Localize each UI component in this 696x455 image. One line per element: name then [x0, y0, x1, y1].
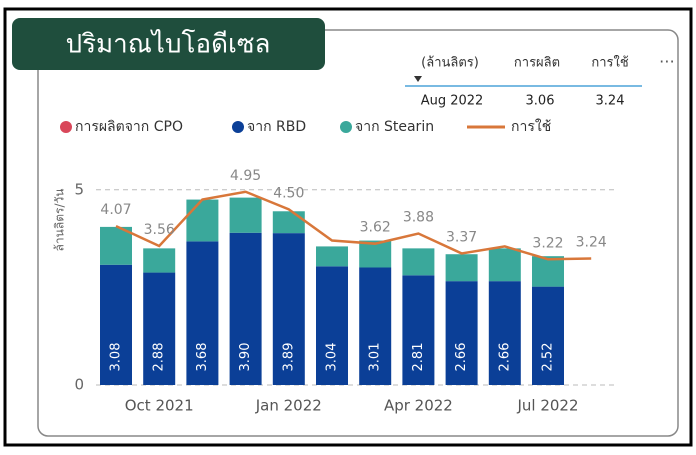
bar-segment	[402, 275, 435, 385]
bar-segment	[359, 240, 392, 268]
y-tick-label: 0	[74, 376, 84, 394]
legend-marker	[232, 121, 244, 133]
bar-segment	[229, 232, 262, 385]
card	[37, 29, 679, 437]
bar-value-label: 2.66	[497, 343, 512, 372]
bar-segment	[532, 286, 564, 385]
bar-value-label: 3.89	[281, 343, 296, 372]
legend-label: การผลิตจาก CPO	[75, 119, 183, 135]
title: ปริมาณไบโอดีเซล	[66, 29, 271, 60]
bar-segment	[100, 226, 132, 265]
bar-value-label: 3.90	[238, 343, 253, 372]
line-value-label: 3.56	[144, 222, 175, 238]
bar-segment	[488, 281, 521, 385]
more-menu[interactable]: ⋯	[659, 52, 675, 71]
y-tick-label: 5	[74, 180, 84, 198]
bar-value-label: 2.52	[541, 343, 556, 372]
y-axis-title: ล้านลิตร/วัน	[53, 189, 67, 252]
bar-segment	[186, 199, 219, 242]
bar-segment	[532, 256, 564, 287]
legend-label: การใช้	[511, 118, 551, 135]
usage-line	[115, 190, 592, 261]
table-cell: Aug 2022	[421, 94, 484, 109]
bar-segment	[186, 241, 219, 385]
bar-segment	[100, 264, 132, 385]
bar-segment	[143, 272, 176, 385]
bar-segment	[488, 248, 521, 282]
bar-segment	[272, 211, 305, 234]
bar-value-label: 3.08	[109, 343, 124, 372]
line-value-label: 4.95	[230, 168, 261, 184]
bar-value-label: 2.88	[152, 343, 167, 372]
legend-label: จาก RBD	[247, 119, 306, 135]
legend-label: จาก Stearin	[355, 119, 434, 135]
bar-segment	[445, 281, 478, 385]
bar-value-label: 3.68	[195, 343, 210, 372]
legend-marker	[60, 121, 72, 133]
x-tick-label: Jul 2022	[516, 397, 578, 415]
line-value-label: 4.50	[273, 185, 304, 201]
bar-segment	[143, 248, 176, 273]
line-value-label: 3.22	[532, 235, 563, 251]
table-cell: 3.24	[596, 94, 625, 109]
sort-icon	[414, 76, 422, 82]
table-cell: 3.06	[526, 94, 555, 109]
title-badge	[12, 18, 325, 70]
bar-value-label: 2.81	[411, 343, 426, 372]
bar-value-label: 3.01	[368, 343, 383, 372]
bar-segment	[272, 233, 305, 385]
legend-marker	[340, 121, 352, 133]
bar-segment	[316, 266, 348, 385]
line-value-label: 3.62	[360, 220, 391, 236]
line-value-label: 4.07	[100, 202, 131, 218]
bar-value-label: 3.04	[325, 343, 340, 372]
x-tick-label: Oct 2021	[125, 397, 194, 415]
line-value-label: 3.24	[576, 235, 607, 251]
table-header: (ล้านลิตร)	[421, 56, 479, 71]
bar-segment	[229, 197, 262, 233]
x-tick-label: Jan 2022	[255, 397, 322, 415]
bar-segment	[402, 248, 435, 276]
table-header: การใช้	[591, 55, 629, 71]
line-value-label: 3.37	[446, 229, 477, 245]
x-tick-label: Apr 2022	[384, 397, 453, 415]
bar-segment	[359, 267, 392, 385]
bar-segment	[316, 246, 348, 267]
bar-value-label: 2.66	[454, 343, 469, 372]
table-header: การผลิต	[514, 56, 560, 71]
bar-segment	[445, 254, 478, 282]
line-value-label: 3.88	[403, 210, 434, 226]
